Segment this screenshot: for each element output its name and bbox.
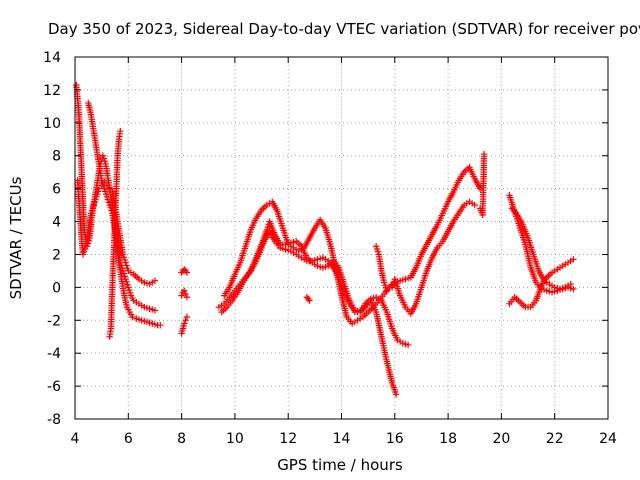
data-point-s7: [264, 223, 271, 231]
data-point-s9: [383, 287, 391, 294]
data-point-s3: [124, 264, 131, 272]
data-point-s9: [373, 245, 381, 253]
y-tick-label: 8: [52, 149, 61, 165]
data-point-s3: [81, 245, 88, 253]
data-point-s3: [151, 277, 159, 284]
x-tick-label: 12: [279, 431, 297, 447]
data-point-s2: [102, 190, 110, 198]
data-point-s3: [89, 204, 96, 212]
data-point-s2: [108, 207, 115, 214]
y-tick-label: 0: [52, 280, 61, 296]
x-tick-label: 18: [439, 431, 457, 447]
data-point-s5: [181, 320, 188, 327]
data-points-layer: [73, 81, 577, 398]
data-point-s5: [182, 317, 189, 324]
data-point-s2: [151, 307, 159, 314]
data-point-s3: [121, 256, 128, 264]
y-tick-label: 10: [43, 116, 61, 132]
data-point-s4: [117, 127, 124, 135]
y-tick-label: -8: [47, 412, 61, 428]
data-point-s3: [120, 253, 128, 261]
data-point-s10: [480, 150, 488, 158]
data-point-s3: [94, 188, 102, 195]
x-tick-label: 14: [333, 431, 351, 447]
data-point-s2: [126, 289, 134, 297]
data-point-s5: [183, 269, 191, 276]
x-tick-label: 22: [546, 431, 564, 447]
y-tick-label: -6: [47, 379, 61, 395]
data-point-s3: [91, 199, 98, 206]
data-point-s2: [104, 196, 112, 203]
data-point-s1: [99, 152, 107, 159]
data-point-s1: [100, 155, 108, 162]
x-tick-label: 6: [124, 431, 133, 447]
data-point-s3: [80, 248, 88, 255]
data-point-s9: [374, 248, 382, 255]
data-point-s3: [123, 262, 130, 269]
data-point-s8: [476, 185, 484, 192]
chart-title: Day 350 of 2023, Sidereal Day-to-day VTE…: [48, 20, 640, 38]
data-point-s1: [129, 313, 136, 321]
data-point-s2: [105, 199, 112, 206]
data-point-s9: [381, 281, 389, 289]
y-tick-label: -2: [47, 313, 61, 329]
data-point-s1: [157, 322, 164, 329]
data-point-s5: [182, 290, 189, 298]
data-point-s12: [570, 256, 577, 263]
data-point-s3: [103, 182, 111, 189]
y-tick-label: 14: [43, 50, 61, 66]
x-tick-label: 16: [386, 431, 404, 447]
data-point-s2: [125, 286, 133, 294]
data-point-s3: [106, 185, 113, 192]
data-point-s2: [102, 188, 109, 195]
data-point-s2: [103, 193, 111, 201]
data-point-s5: [183, 294, 191, 301]
data-point-s3: [101, 178, 108, 186]
data-point-s3: [95, 185, 103, 192]
data-point-s3: [122, 259, 129, 266]
data-point-s10: [306, 297, 313, 304]
data-point-s3: [90, 201, 97, 209]
y-tick-label: 6: [52, 182, 61, 198]
x-tick-label: 4: [71, 431, 80, 447]
data-point-s2: [124, 281, 131, 288]
data-point-s3: [92, 196, 99, 203]
data-point-s9: [388, 284, 396, 291]
data-point-s3: [87, 210, 95, 217]
data-point-s2: [125, 284, 132, 291]
data-point-s3: [119, 251, 127, 258]
data-point-s13: [567, 280, 574, 288]
data-point-s2: [122, 275, 129, 283]
data-point-s1: [101, 158, 108, 165]
data-point-s9: [372, 243, 380, 250]
data-point-s5: [178, 292, 185, 299]
y-tick-label: 2: [52, 247, 61, 263]
data-point-s9: [471, 201, 478, 209]
data-point-s5: [183, 313, 191, 321]
data-point-s5: [181, 287, 188, 294]
data-point-s3: [94, 190, 101, 198]
data-point-s6: [392, 391, 400, 398]
x-tick-label: 20: [492, 431, 510, 447]
x-tick-label: 24: [599, 431, 617, 447]
data-point-s3: [93, 193, 100, 201]
y-tick-label: 4: [52, 215, 61, 231]
y-tick-label: -4: [47, 346, 61, 362]
data-point-s11: [570, 285, 577, 293]
data-point-s2: [121, 273, 128, 280]
data-point-s2: [120, 270, 128, 277]
data-point-s3: [88, 207, 96, 214]
data-point-s7: [404, 341, 412, 349]
y-tick-label: 12: [43, 83, 61, 99]
data-point-s2: [123, 278, 130, 286]
y-axis-label: SDTVAR / TECUs: [7, 176, 25, 299]
x-tick-label: 8: [177, 431, 186, 447]
data-point-s9: [380, 279, 388, 286]
data-point-s7: [263, 226, 271, 233]
x-axis-label: GPS time / hours: [277, 456, 403, 474]
x-tick-label: 10: [226, 431, 244, 447]
